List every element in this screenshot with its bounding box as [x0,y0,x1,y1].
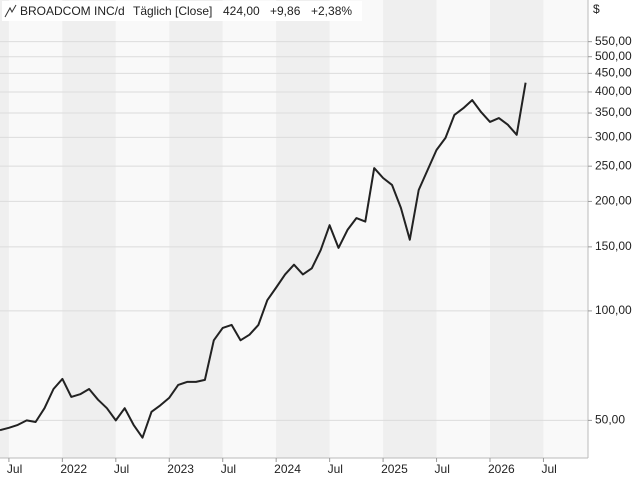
time-band [169,0,223,458]
bands [0,0,588,458]
y-tick-label: 200,00 [595,194,632,208]
grid [0,41,588,421]
y-tick-label: 50,00 [595,413,625,427]
time-band [329,0,384,458]
x-tick-label: Jul [7,462,22,476]
x-tick-label: 2025 [381,462,408,476]
y-tick-label: 250,00 [595,158,632,172]
x-tick-label: Jul [114,462,129,476]
time-band [8,0,63,458]
last-price: 424,00 [223,4,260,18]
time-band [0,0,9,458]
x-tick-label: Jul [221,462,236,476]
x-tick-label: 2022 [60,462,87,476]
time-band [490,0,544,458]
y-tick-label: 150,00 [595,239,632,253]
chart-title: BROADCOM INC/d [20,4,125,18]
price-line [0,82,527,439]
y-tick-label: 300,00 [595,130,632,144]
time-band [543,0,588,458]
time-band [436,0,490,458]
time-band [62,0,116,458]
x-tick-label: 2024 [274,462,301,476]
x-tick-label: 2026 [488,462,515,476]
y-tick-label: 550,00 [595,34,632,48]
x-tick-label: Jul [328,462,343,476]
y-tick-label: 500,00 [595,49,632,63]
y-tick-label: 400,00 [595,84,632,98]
y-tick-label: 450,00 [595,66,632,80]
time-band [115,0,170,458]
currency-unit: $ [593,2,600,16]
time-band [276,0,330,458]
time-band [222,0,277,458]
change-percent: +2,38% [311,4,352,18]
change: +9,86 [270,4,301,18]
time-band [383,0,437,458]
y-tick-label: 100,00 [595,303,632,317]
x-tick-label: 2023 [167,462,194,476]
subtitle: Täglich [Close] [133,4,212,18]
chart-icon [4,4,17,18]
header-box [2,1,362,21]
x-tick-label: Jul [435,462,450,476]
y-tick-label: 350,00 [595,105,632,119]
x-tick-label: Jul [541,462,556,476]
